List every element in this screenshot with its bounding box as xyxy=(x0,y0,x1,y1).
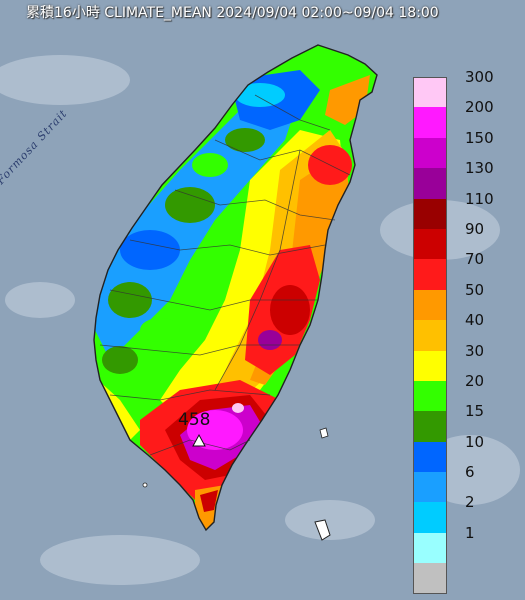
legend-row: 30 xyxy=(413,342,503,381)
legend-row: 110 xyxy=(413,190,503,229)
legend-swatch xyxy=(413,472,447,503)
legend-row: 200 xyxy=(413,98,503,138)
legend-swatch xyxy=(413,441,447,473)
legend-label: 50 xyxy=(465,280,485,299)
map-title: 累積16小時 CLIMATE_MEAN 2024/09/04 02:00~09/… xyxy=(26,5,439,21)
legend-row: 90 xyxy=(413,220,503,260)
legend-swatch xyxy=(413,289,447,321)
legend-row: 50 xyxy=(413,281,503,321)
legend-swatch xyxy=(413,563,447,594)
legend-row: 10 xyxy=(413,433,503,473)
legend-label: 15 xyxy=(465,402,485,421)
legend-swatch xyxy=(413,77,447,108)
max-rainfall-marker xyxy=(192,433,206,447)
legend-swatch xyxy=(413,502,447,533)
legend-label: 90 xyxy=(465,219,485,238)
legend-row: 130 xyxy=(413,159,503,199)
legend-label: 2 xyxy=(465,493,475,512)
legend-row: 6 xyxy=(413,463,503,503)
legend-label: 10 xyxy=(465,432,485,451)
legend-row: 40 xyxy=(413,311,503,351)
legend-label: 300 xyxy=(465,68,494,86)
legend-label: 6 xyxy=(465,463,475,482)
legend-row: 2 xyxy=(413,493,503,533)
legend-swatch xyxy=(413,228,447,260)
legend-row xyxy=(413,563,503,594)
legend-label: 20 xyxy=(465,371,485,390)
legend-label: 130 xyxy=(465,159,494,178)
legend-label: 30 xyxy=(465,341,485,360)
legend-swatch xyxy=(413,320,447,351)
legend-label: 70 xyxy=(465,250,485,269)
legend-swatch xyxy=(413,137,447,169)
legend-row: 300 xyxy=(413,68,503,108)
legend-row: 150 xyxy=(413,129,503,169)
legend-swatch xyxy=(413,198,447,229)
legend-swatch xyxy=(413,380,447,412)
legend-label: 200 xyxy=(465,98,494,117)
legend-swatch xyxy=(413,411,447,442)
legend-row: 20 xyxy=(413,372,503,412)
legend-label: 150 xyxy=(465,128,494,147)
legend-row: 15 xyxy=(413,402,503,442)
legend-row: 70 xyxy=(413,250,503,290)
legend-swatch xyxy=(413,350,447,381)
legend-label: 1 xyxy=(465,523,475,542)
legend-label: 110 xyxy=(465,189,494,208)
legend-swatch xyxy=(413,168,447,199)
legend-swatch xyxy=(413,107,447,138)
legend-label: 40 xyxy=(465,311,485,330)
legend-row: 1 xyxy=(413,524,503,564)
legend-swatch xyxy=(413,259,447,290)
rainfall-legend: 300 200 150 130 110 90 70 50 40 30 20 15 10 6 2 1 xyxy=(413,68,503,594)
max-rainfall-value: 458 xyxy=(178,410,211,430)
legend-swatch xyxy=(413,532,447,564)
